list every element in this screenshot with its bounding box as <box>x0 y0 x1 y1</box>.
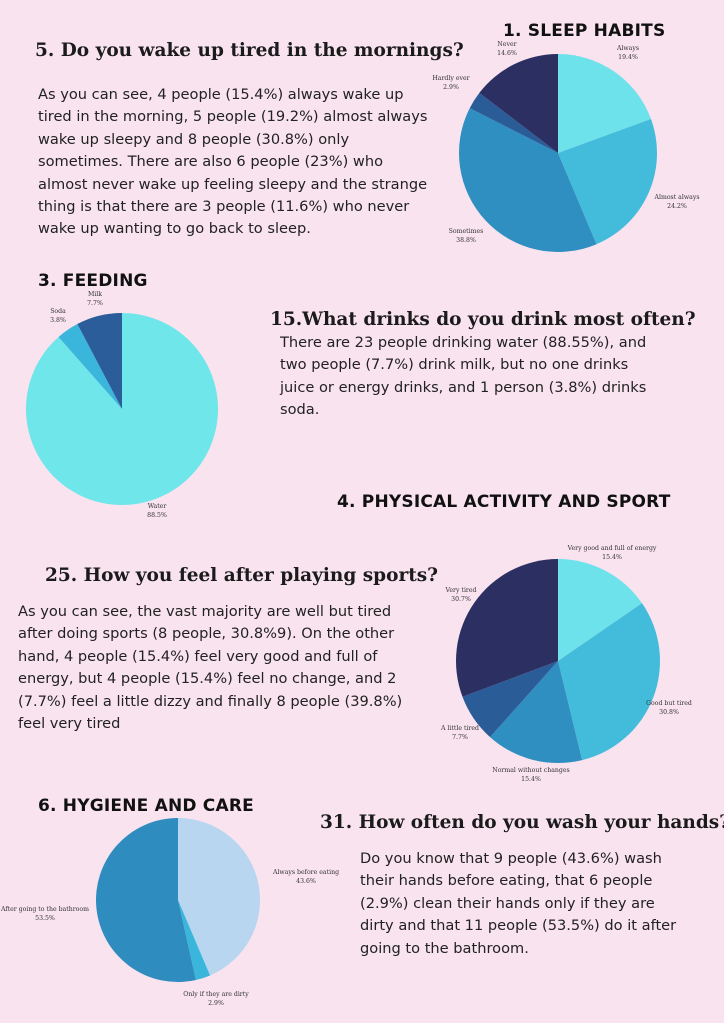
pie-slice-hardly-ever <box>469 92 558 153</box>
pie-slice-almost-always <box>558 118 657 245</box>
pie-slice-normal-without-changes <box>490 661 583 763</box>
question-text-wake-tired: As you can see, 4 people (15.4%) always … <box>38 86 428 238</box>
pie-label-category: Good but tired <box>646 700 692 707</box>
pie-label-category: Never <box>497 41 516 48</box>
question-title-wake-tired: 5. Do you wake up tired in the mornings? <box>35 40 464 61</box>
pie-label-category: After going to the bathroom <box>0 906 89 913</box>
pie-label-value: 30.8% <box>659 709 679 716</box>
question-text-sports-feeling: As you can see, the vast majority are we… <box>18 603 403 733</box>
section-title-sport: 4. PHYSICAL ACTIVITY AND SPORT <box>337 492 671 512</box>
section-title-hygiene: 6. HYGIENE AND CARE <box>38 796 254 816</box>
question-text-wash-hands: Do you know that 9 people (43.6%) wash t… <box>360 850 677 957</box>
section-title-sleep: 1. SLEEP HABITS <box>503 21 666 41</box>
question-title-sports-feeling: 25. How you feel after playing sports? <box>45 565 438 586</box>
pie-label-category: Hardly ever <box>432 75 469 82</box>
pie-label-value: 7.7% <box>452 734 468 741</box>
pie-label-value: 15.4% <box>521 776 541 783</box>
pie-label-value: 38.8% <box>456 237 476 244</box>
pie-label-value: 2.9% <box>443 84 459 91</box>
pie-label-value: 24.2% <box>667 203 687 210</box>
pie-label-category: Always before eating <box>272 869 339 876</box>
pie-label-value: 2.9% <box>208 1000 224 1007</box>
pie-label-category: Only if they are dirty <box>183 991 249 998</box>
pie-slice-never <box>479 53 558 153</box>
pie-label-value: 3.8% <box>50 317 66 324</box>
pie-slice-always <box>558 54 651 153</box>
pie-label-category: Soda <box>50 308 66 315</box>
question-title-drinks: 15.What drinks do you drink most often? <box>270 309 696 330</box>
pie-slice-good-but-tired <box>558 603 661 761</box>
pie-label-value: 43.6% <box>296 878 316 885</box>
pie-slice-very-good-and-full-of-energy <box>558 559 643 661</box>
pie-label-value: 14.6% <box>497 50 517 57</box>
pie-slice-soda <box>58 324 122 409</box>
pie-slice-sometimes <box>458 108 597 253</box>
pie-label-category: A little tired <box>440 725 479 732</box>
pie-label-value: 30.7% <box>451 596 471 603</box>
pie-slice-milk <box>77 313 122 409</box>
pie-label-category: Always <box>616 45 639 52</box>
pie-label-category: Milk <box>88 291 102 298</box>
pie-slice-very-tired <box>456 559 558 697</box>
pie-label-value: 19.4% <box>618 54 638 61</box>
pie-label-value: 7.7% <box>87 300 103 307</box>
pie-label-value: 15.4% <box>602 554 622 561</box>
pie-slice-always-before-eating <box>178 818 260 976</box>
pie-slice-water <box>26 313 219 505</box>
pie-label-category: Very tired <box>444 587 476 594</box>
pie-label-category: Very good and full of energy <box>567 545 657 552</box>
pie-label-category: Sometimes <box>449 228 484 235</box>
question-text-drinks: There are 23 people drinking water (88.5… <box>280 334 647 419</box>
pie-slice-after-going-to-the-bathroom <box>95 818 196 983</box>
section-title-feeding: 3. FEEDING <box>38 271 148 291</box>
pie-label-category: Normal without changes <box>492 767 569 774</box>
pie-label-category: Almost always <box>654 194 700 201</box>
pie-slice-only-if-they-are-dirty <box>178 900 211 981</box>
pie-label-value: 53.5% <box>35 915 55 922</box>
pie-slice-a-little-tired <box>462 661 558 738</box>
pie-label-value: 88.5% <box>147 512 167 519</box>
pie-label-category: Water <box>148 503 167 510</box>
question-title-wash-hands: 31. How often do you wash your hands? <box>320 812 724 833</box>
